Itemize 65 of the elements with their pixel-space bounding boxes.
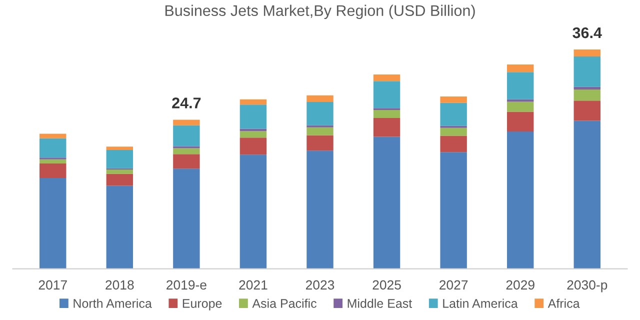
bar — [440, 96, 467, 103]
x-tick-label: 2017 — [38, 280, 67, 290]
bar — [240, 104, 267, 129]
bar — [240, 138, 267, 155]
bar — [574, 86, 600, 90]
annotation: 36.4 — [572, 27, 602, 38]
bar — [40, 178, 66, 269]
bar — [40, 138, 66, 158]
bar — [506, 132, 534, 269]
bar — [506, 102, 534, 112]
bar — [173, 120, 200, 126]
legend-label: Middle East — [348, 298, 412, 308]
x-tick-label: 2021 — [239, 280, 268, 290]
bar — [106, 174, 134, 186]
bar — [106, 150, 134, 168]
bar — [240, 131, 267, 138]
bar — [106, 146, 134, 150]
x-tick-label: 2027 — [440, 280, 468, 290]
x-tick-label: 2029 — [506, 280, 534, 290]
bar — [40, 164, 66, 178]
legend-label: North America — [74, 298, 152, 308]
bar — [173, 168, 200, 269]
bar — [373, 74, 400, 82]
x-tick-label: 2018 — [106, 280, 134, 290]
bar — [306, 95, 334, 102]
annotation: 24.7 — [172, 98, 201, 108]
chart-title: Business Jets Market,By Region (USD Billion) — [165, 4, 475, 20]
x-tick-label: 2025 — [372, 280, 401, 290]
bar — [574, 50, 600, 57]
bar — [306, 127, 334, 136]
bar — [440, 102, 467, 126]
bar — [373, 81, 400, 108]
bar — [306, 102, 334, 126]
bar — [106, 169, 134, 174]
legend-label: Africa — [548, 298, 580, 308]
bar — [240, 99, 267, 105]
legend-label: Europe — [182, 299, 222, 310]
legend-label: Asia Pacific — [252, 298, 316, 308]
bar — [106, 186, 134, 269]
legend-label: Latin America — [443, 298, 518, 308]
bar — [373, 136, 400, 269]
bar — [173, 148, 200, 154]
bar — [240, 128, 267, 132]
bar — [440, 136, 467, 152]
bar — [173, 125, 200, 146]
bar — [40, 134, 66, 138]
bar — [574, 89, 600, 101]
bar — [306, 135, 334, 151]
bar — [40, 159, 66, 164]
bar — [373, 110, 400, 118]
bar — [173, 154, 200, 169]
bar — [440, 152, 467, 269]
x-tick-label: 2019-e — [166, 280, 206, 290]
bar — [574, 100, 600, 121]
bar — [306, 150, 334, 269]
bar — [506, 112, 534, 132]
bar — [506, 72, 534, 100]
bar — [440, 128, 467, 136]
x-tick-label: 2030-p — [567, 280, 608, 292]
bar — [574, 56, 600, 87]
x-tick-label: 2023 — [306, 280, 334, 290]
bar — [240, 154, 267, 269]
bar — [574, 120, 600, 269]
bar — [373, 118, 400, 137]
bar — [506, 64, 534, 72]
